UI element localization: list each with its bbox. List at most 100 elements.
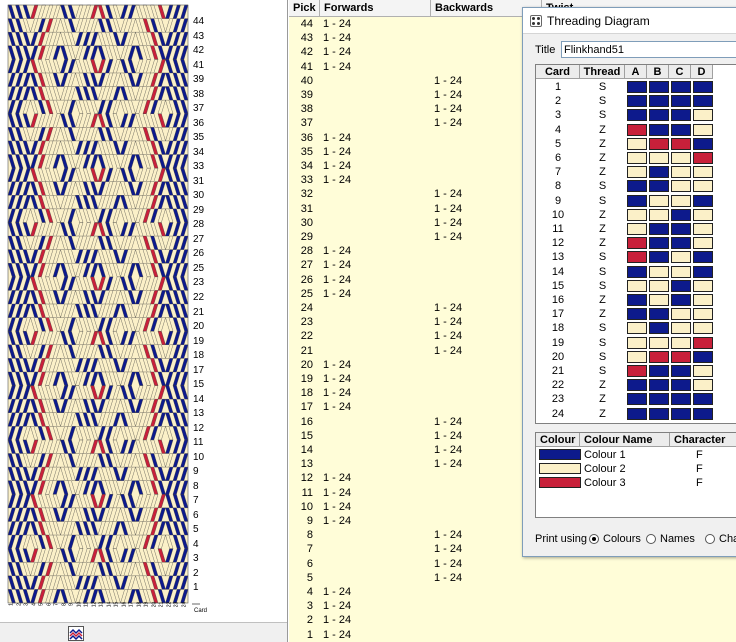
- hole-colour-swatch[interactable]: [649, 279, 669, 292]
- hole-colour-swatch[interactable]: [693, 180, 713, 193]
- pick-row[interactable]: 25 1 - 24: [289, 287, 736, 301]
- pick-row[interactable]: 23 1 - 24: [289, 315, 736, 329]
- pick-row[interactable]: 14 1 - 24: [289, 443, 736, 457]
- pick-row[interactable]: 31 1 - 24: [289, 202, 736, 216]
- pick-row[interactable]: 39 1 - 24: [289, 88, 736, 102]
- hole-colour-swatch[interactable]: [649, 365, 669, 377]
- hole-colour-swatch[interactable]: [671, 223, 691, 235]
- hole-colour-swatch[interactable]: [627, 123, 647, 136]
- thread-direction[interactable]: Z: [599, 294, 606, 306]
- hole-colour-swatch[interactable]: [693, 379, 713, 392]
- hole-colour-swatch[interactable]: [649, 166, 669, 179]
- thread-direction[interactable]: Z: [599, 379, 606, 392]
- hole-colour-swatch[interactable]: [671, 294, 691, 306]
- hole-colour-swatch[interactable]: [627, 109, 647, 122]
- hole-colour-swatch[interactable]: [649, 208, 669, 221]
- hole-colour-swatch[interactable]: [649, 407, 669, 420]
- hole-colour-swatch[interactable]: [627, 95, 647, 108]
- hole-colour-swatch[interactable]: [649, 194, 669, 207]
- colour-name[interactable]: Colour 2: [584, 463, 626, 475]
- thread-direction[interactable]: S: [598, 81, 607, 93]
- thread-direction[interactable]: Z: [599, 166, 606, 179]
- pick-row[interactable]: 22 1 - 24: [289, 329, 736, 343]
- hole-colour-swatch[interactable]: [693, 393, 713, 406]
- hole-colour-swatch[interactable]: [649, 152, 669, 164]
- pick-row[interactable]: 4 1 - 24: [289, 585, 736, 599]
- colour-name[interactable]: Colour 1: [584, 449, 626, 461]
- hole-colour-swatch[interactable]: [671, 180, 691, 193]
- hole-colour-swatch[interactable]: [693, 109, 713, 122]
- hole-colour-swatch[interactable]: [693, 81, 713, 93]
- title-input[interactable]: [561, 41, 736, 58]
- hole-colour-swatch[interactable]: [627, 322, 647, 335]
- thread-direction[interactable]: Z: [599, 308, 606, 321]
- hole-colour-swatch[interactable]: [627, 279, 647, 292]
- hole-colour-swatch[interactable]: [671, 123, 691, 136]
- radio-characters-label[interactable]: Characters: [719, 533, 736, 545]
- hole-colour-swatch[interactable]: [693, 251, 713, 264]
- thread-direction[interactable]: S: [598, 336, 607, 349]
- hole-colour-swatch[interactable]: [671, 237, 691, 250]
- pick-row[interactable]: 36 1 - 24: [289, 131, 736, 145]
- hole-colour-swatch[interactable]: [671, 322, 691, 335]
- colour-character[interactable]: F: [696, 477, 703, 489]
- hole-colour-swatch[interactable]: [649, 379, 669, 392]
- pick-row[interactable]: 19 1 - 24: [289, 372, 736, 386]
- thread-direction[interactable]: S: [598, 194, 607, 207]
- thread-direction[interactable]: Z: [599, 393, 606, 406]
- pick-row[interactable]: 27 1 - 24: [289, 258, 736, 272]
- colour-table[interactable]: Colour Colour Name Character Colour 1 F Co…: [535, 432, 736, 518]
- pick-row[interactable]: 30 1 - 24: [289, 216, 736, 230]
- hole-colour-swatch[interactable]: [671, 393, 691, 406]
- hole-colour-swatch[interactable]: [693, 237, 713, 250]
- hole-colour-swatch[interactable]: [671, 194, 691, 207]
- thread-direction[interactable]: Z: [599, 208, 606, 221]
- hole-colour-swatch[interactable]: [671, 407, 691, 420]
- radio-colours[interactable]: [589, 534, 599, 544]
- pick-row[interactable]: 13 1 - 24: [289, 457, 736, 471]
- hole-colour-swatch[interactable]: [649, 308, 669, 321]
- hole-colour-swatch[interactable]: [649, 350, 669, 363]
- radio-characters[interactable]: [705, 534, 715, 544]
- pick-row[interactable]: 32 1 - 24: [289, 187, 736, 201]
- hole-colour-swatch[interactable]: [649, 81, 669, 93]
- hole-colour-swatch[interactable]: [671, 365, 691, 377]
- card-threading-grid[interactable]: Card Thread A B C D 1 S 2 S 3 S 4 Z 5 Z 6 Z 7 Z 8 S 9 S 10…: [535, 64, 736, 424]
- hole-colour-swatch[interactable]: [671, 109, 691, 122]
- hole-colour-swatch[interactable]: [649, 322, 669, 335]
- hole-colour-swatch[interactable]: [671, 95, 691, 108]
- thread-direction[interactable]: S: [598, 251, 607, 264]
- hole-colour-swatch[interactable]: [627, 251, 647, 264]
- hole-colour-swatch[interactable]: [693, 365, 713, 377]
- colour-character[interactable]: F: [696, 449, 703, 461]
- hole-colour-swatch[interactable]: [627, 407, 647, 420]
- pattern-pane[interactable]: 44 43 42 41 39 38 37 36 35 34 33 31 30 29 28 27 26 25 23 22…: [0, 0, 288, 642]
- hole-colour-swatch[interactable]: [693, 137, 713, 150]
- pick-row[interactable]: 24 1 - 24: [289, 301, 736, 315]
- hole-colour-swatch[interactable]: [649, 180, 669, 193]
- hole-colour-swatch[interactable]: [627, 365, 647, 377]
- pick-row[interactable]: 33 1 - 24: [289, 173, 736, 187]
- pick-row[interactable]: 12 1 - 24: [289, 471, 736, 485]
- header-pick[interactable]: Pick: [289, 0, 320, 17]
- hole-colour-swatch[interactable]: [693, 152, 713, 164]
- hole-colour-swatch[interactable]: [693, 294, 713, 306]
- hole-colour-swatch[interactable]: [671, 308, 691, 321]
- thread-direction[interactable]: S: [598, 95, 607, 108]
- pick-row[interactable]: 37 1 - 24: [289, 116, 736, 130]
- hole-colour-swatch[interactable]: [627, 137, 647, 150]
- window-titlebar[interactable]: Threading Diagram: [523, 8, 736, 34]
- radio-names-label[interactable]: Names: [660, 533, 695, 545]
- hole-colour-swatch[interactable]: [627, 223, 647, 235]
- pick-row[interactable]: 40 1 - 24: [289, 74, 736, 88]
- thread-direction[interactable]: S: [598, 180, 607, 193]
- hole-colour-swatch[interactable]: [627, 81, 647, 93]
- pick-row[interactable]: 2 1 - 24: [289, 613, 736, 627]
- chevron-pattern-icon[interactable]: [68, 626, 84, 641]
- thread-direction[interactable]: S: [598, 279, 607, 292]
- hole-colour-swatch[interactable]: [671, 251, 691, 264]
- hole-colour-swatch[interactable]: [693, 265, 713, 278]
- pick-row[interactable]: 5 1 - 24: [289, 571, 736, 585]
- hole-colour-swatch[interactable]: [649, 123, 669, 136]
- thread-direction[interactable]: Z: [599, 223, 606, 235]
